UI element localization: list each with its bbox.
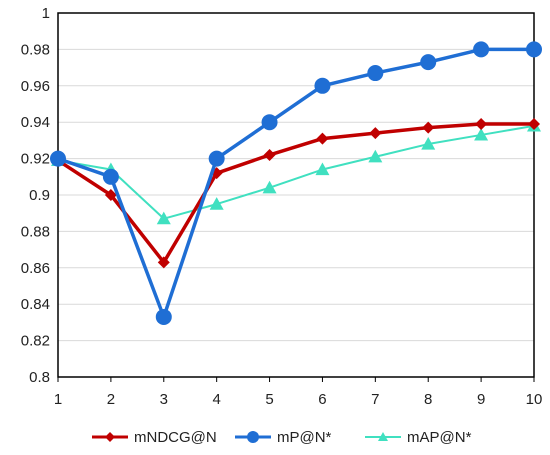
x-tick-label: 3 — [160, 391, 168, 408]
data-point — [316, 132, 329, 145]
data-point — [422, 121, 435, 134]
data-point — [208, 150, 225, 167]
x-tick-label: 10 — [526, 391, 543, 408]
y-tick-label: 0.94 — [21, 114, 50, 131]
data-point — [209, 197, 224, 210]
y-tick-label: 0.92 — [21, 151, 50, 168]
data-point — [156, 211, 171, 225]
legend-item: mNDCG@N — [92, 429, 217, 446]
data-point — [263, 148, 276, 161]
gridlines — [58, 48, 534, 342]
legend-label: mNDCG@N — [134, 429, 217, 446]
y-tick-label: 1 — [42, 5, 50, 22]
legend-item: mP@N* — [235, 429, 332, 446]
x-tick-label: 5 — [265, 391, 273, 408]
legend-marker — [378, 432, 388, 441]
x-tick-label: 4 — [212, 391, 220, 408]
series-mp-n — [50, 41, 542, 325]
y-tick-label: 0.98 — [21, 41, 50, 58]
data-point — [157, 256, 170, 269]
data-point — [475, 118, 488, 131]
data-point — [367, 65, 384, 82]
series-line — [57, 124, 535, 220]
x-tick-label: 8 — [424, 391, 432, 408]
y-tick-label: 0.96 — [21, 78, 50, 95]
y-tick-labels: 0.8 0.82 0.84 0.86 0.88 0.9 0.92 0.94 0.96 0.98 1 — [21, 5, 50, 386]
data-point — [474, 127, 489, 141]
x-tick-label: 9 — [477, 391, 485, 408]
y-tick-label: 0.82 — [21, 333, 50, 350]
series-line — [57, 122, 534, 265]
data-point — [421, 137, 436, 150]
y-tick-label: 0.86 — [21, 260, 50, 277]
legend-label: mAP@N* — [407, 429, 472, 446]
legend-label: mP@N* — [277, 429, 332, 446]
x-tick-label: 2 — [107, 391, 115, 408]
x-tick-label: 1 — [54, 391, 62, 408]
data-point — [104, 189, 117, 201]
data-point — [155, 308, 172, 325]
data-point — [50, 150, 66, 167]
data-point — [262, 180, 277, 194]
legend-marker — [105, 432, 115, 442]
legend-marker — [247, 431, 259, 443]
data-point — [314, 77, 331, 94]
series-lines — [50, 41, 542, 325]
data-point — [526, 41, 542, 58]
data-point — [528, 118, 540, 131]
data-point — [368, 149, 383, 163]
y-tick-label: 0.88 — [21, 223, 50, 240]
x-tick-label: 7 — [371, 391, 379, 408]
data-point — [473, 41, 490, 58]
y-tick-label: 0.9 — [29, 187, 50, 204]
legend: mNDCG@N mP@N* mAP@N* — [92, 429, 472, 446]
series-mndcg-n — [52, 118, 540, 269]
y-tick-label: 0.84 — [21, 296, 50, 313]
x-tick-label: 6 — [318, 391, 326, 408]
x-tick-labels: 1 2 3 4 5 6 7 8 9 10 — [54, 391, 543, 408]
data-point — [369, 127, 382, 140]
y-tick-label: 0.8 — [29, 369, 50, 386]
legend-item: mAP@N* — [365, 429, 472, 446]
data-point — [102, 168, 119, 185]
data-point — [420, 54, 437, 71]
axes — [57, 12, 535, 382]
plot-frame — [57, 12, 535, 378]
data-point — [315, 162, 330, 176]
data-point — [261, 114, 278, 131]
series-line — [57, 47, 534, 319]
